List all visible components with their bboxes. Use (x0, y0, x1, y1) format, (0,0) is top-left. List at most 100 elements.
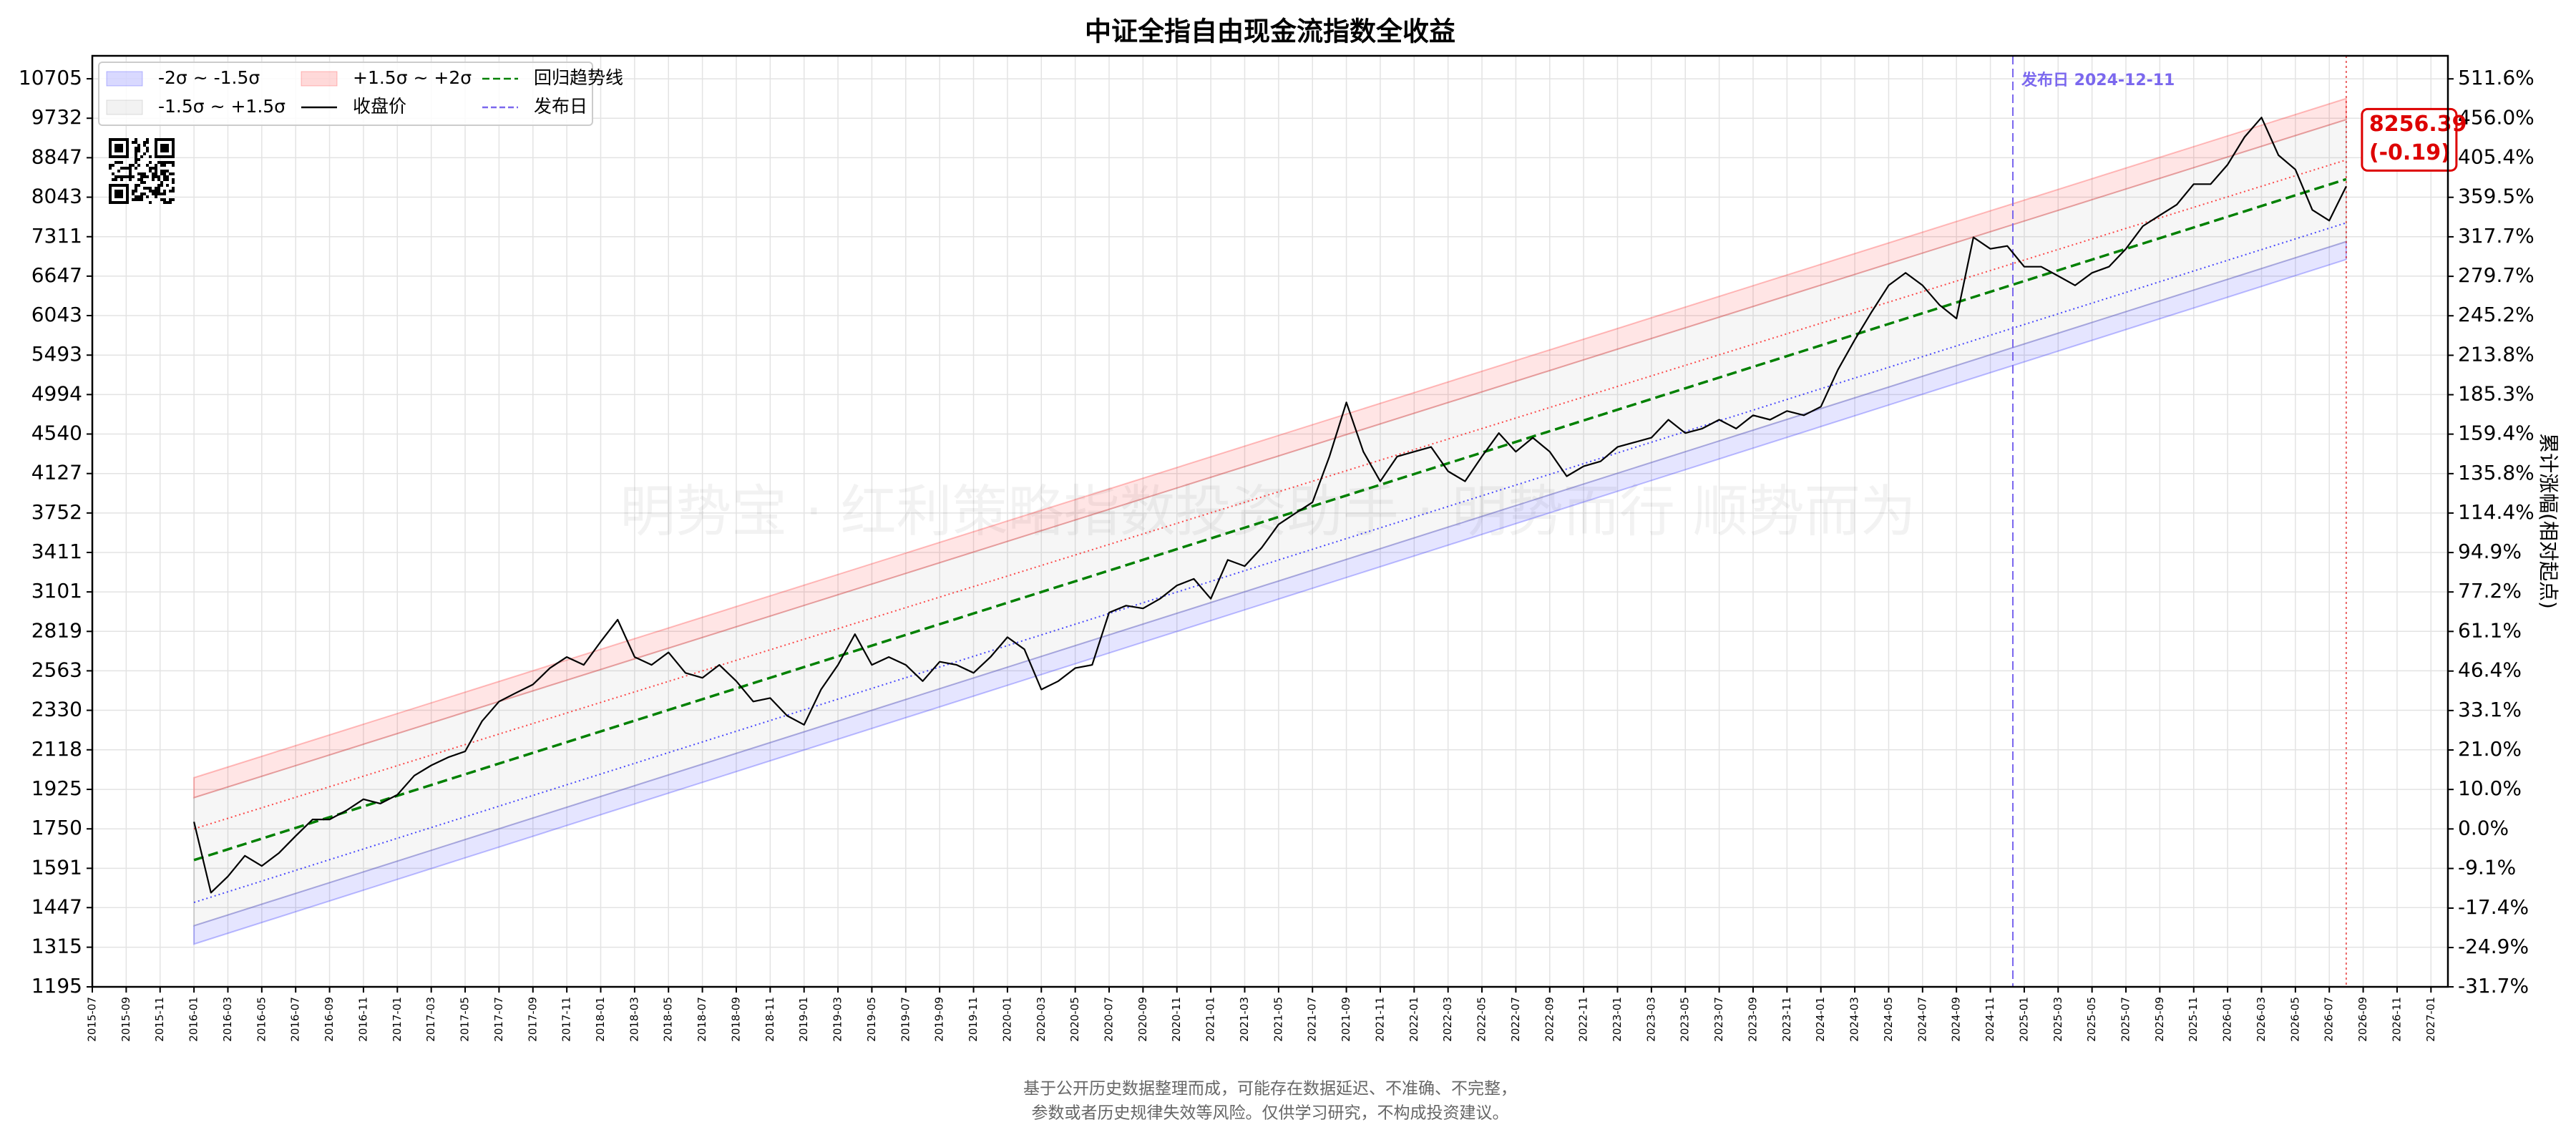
y2-tick-label: 94.9% (2458, 540, 2522, 563)
qr-block (160, 164, 163, 167)
x-tick-label: 2022-09 (1543, 997, 1556, 1042)
qr-block (157, 190, 160, 193)
qr-block (160, 193, 163, 195)
qr-block (166, 178, 169, 181)
last-box (2361, 107, 2458, 172)
x-tick-label: 2019-05 (865, 997, 878, 1042)
qr-block (163, 198, 166, 201)
x-tick-label: 2023-01 (1611, 997, 1624, 1042)
qr-block (120, 175, 123, 178)
x-tick-label: 2020-09 (1136, 997, 1149, 1042)
qr-block (163, 175, 166, 178)
qr-block (146, 164, 149, 167)
x-tick-label: 2026-01 (2221, 997, 2234, 1042)
qr-block (169, 190, 172, 193)
qr-block (143, 144, 146, 147)
x-tick-label: 2016-01 (187, 997, 200, 1042)
legend-label: -2σ ~ -1.5σ (158, 67, 260, 88)
x-tick-label: 2017-09 (526, 997, 539, 1042)
qr-block (166, 175, 169, 178)
qr-block (137, 164, 140, 167)
y-tick-label: 1925 (31, 776, 82, 800)
x-tick-label: 2023-03 (1644, 997, 1657, 1042)
qr-block (112, 172, 114, 175)
qr-block (143, 152, 146, 155)
y2-tick-label: -31.7% (2458, 974, 2529, 998)
x-tick-label: 2022-11 (1577, 997, 1590, 1042)
y-tick-label: 10705 (19, 66, 82, 89)
legend-label: +1.5σ ~ +2σ (353, 67, 472, 88)
qr-block (117, 161, 120, 164)
qr-block (120, 167, 123, 170)
x-tick-label: 2016-09 (323, 997, 336, 1042)
x-tick-label: 2025-11 (2187, 997, 2200, 1042)
qr-block (166, 170, 169, 172)
qr-block (166, 201, 169, 204)
qr-block (163, 170, 166, 172)
qr-block (143, 187, 146, 190)
x-tick-label: 2025-07 (2119, 997, 2132, 1042)
y-tick-label: 3752 (31, 500, 82, 524)
qr-block (166, 184, 169, 187)
qr-block (155, 164, 157, 167)
qr-block (172, 187, 175, 190)
qr-block (157, 161, 160, 164)
x-tick-label: 2017-11 (560, 997, 573, 1042)
qr-block (160, 181, 163, 184)
x-tick-label: 2015-09 (119, 997, 132, 1042)
x-tick-label: 2024-11 (1984, 997, 1996, 1042)
qr-block (135, 141, 137, 144)
legend-swatch (106, 71, 143, 87)
sigma-line (193, 222, 2347, 904)
y-tick-label: 1750 (31, 816, 82, 839)
legend-swatch (301, 71, 338, 87)
x-tick-label: 2020-11 (1170, 997, 1183, 1042)
qr-block (157, 175, 160, 178)
x-tick-label: 2018-07 (696, 997, 708, 1042)
y2-tick-label: 46.4% (2458, 658, 2522, 682)
qr-block (140, 195, 143, 198)
x-tick-label: 2025-05 (2085, 997, 2098, 1042)
y-tick-label: 2563 (31, 658, 82, 681)
y-tick-label: 7311 (31, 224, 82, 248)
qr-block (143, 175, 146, 178)
qr-block (135, 161, 137, 164)
legend-swatch (106, 99, 143, 115)
x-tick-label: 2016-11 (356, 997, 369, 1042)
qr-block (163, 201, 166, 204)
qr-block (149, 190, 152, 193)
qr-block (163, 190, 166, 193)
qr-block (114, 175, 117, 178)
legend-label: -1.5σ ~ +1.5σ (158, 96, 286, 117)
qr-block (140, 181, 143, 184)
x-tick-label: 2021-03 (1238, 997, 1251, 1042)
qr-block (155, 187, 157, 190)
qr-block (129, 172, 132, 175)
x-tick-label: 2018-01 (594, 997, 607, 1042)
y2-tick-label: -9.1% (2458, 856, 2516, 880)
x-tick-label: 2020-03 (1035, 997, 1048, 1042)
qr-block (146, 141, 149, 144)
qr-block (146, 195, 149, 198)
qr-block (114, 178, 117, 181)
y2-axis-label: 累计涨幅(相对起点) (2537, 433, 2560, 609)
legend-label: 收盘价 (353, 96, 406, 117)
qr-block (163, 172, 166, 175)
y2-tick-label: 114.4% (2458, 500, 2534, 524)
qr-block (169, 198, 172, 201)
y2-tick-label: 359.5% (2458, 185, 2534, 208)
qr-block (129, 175, 132, 178)
qr-block (132, 141, 135, 144)
y2-tick-label: 135.8% (2458, 461, 2534, 484)
watermark: 明势宝 · 红利策略指数投资助手 · 明势而行 顺势而为 (620, 479, 1916, 544)
qr-block (149, 187, 152, 190)
y2-tick-label: 279.7% (2458, 263, 2534, 287)
qr-block (140, 198, 143, 201)
y2-tick-label: 77.2% (2458, 579, 2522, 603)
x-tick-label: 2019-11 (967, 997, 980, 1042)
qr-block (120, 178, 123, 181)
qr-block (135, 147, 137, 150)
x-tick-label: 2019-03 (831, 997, 844, 1042)
